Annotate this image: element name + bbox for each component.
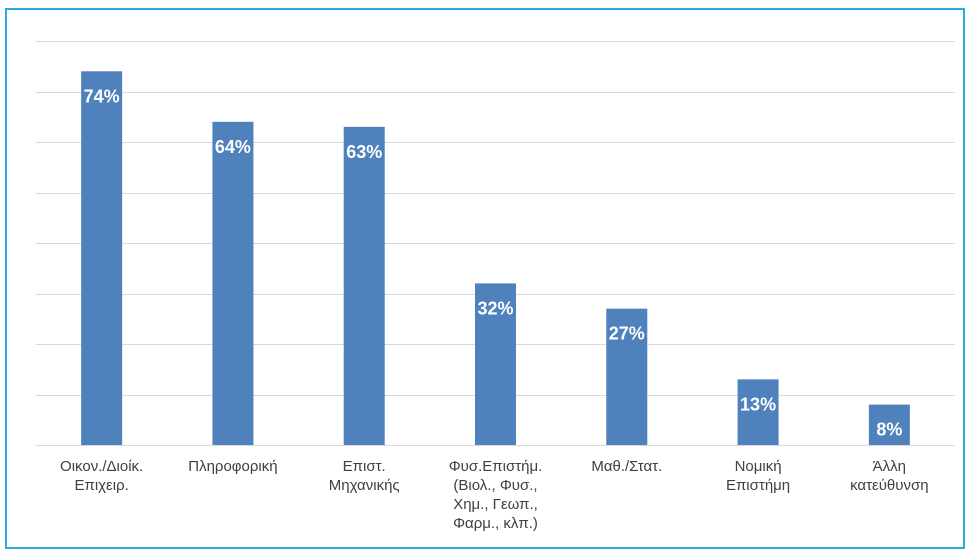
data-labels: 74% 64% 63% 32% 27% 13% 8% <box>84 86 903 439</box>
category-label-line: Μαθ./Στατ. <box>591 458 663 475</box>
data-label: 64% <box>215 137 251 157</box>
category-label: Άλλη κατεύθυνση <box>825 457 953 495</box>
category-label-line: Νομική <box>734 458 782 475</box>
bar <box>212 121 254 446</box>
bars <box>81 71 910 446</box>
bar <box>868 404 910 445</box>
data-label: 63% <box>346 142 382 162</box>
category-label-line: Οικον./Διοίκ. <box>60 458 144 475</box>
category-label-line: Φαρμ., κλπ.) <box>453 515 538 532</box>
data-label: 13% <box>740 394 776 414</box>
category-label: Νομική Επιστήμη <box>694 457 822 495</box>
category-label-line: Επιστ. <box>342 458 386 475</box>
category-label-line: κατεύθυνση <box>850 477 929 494</box>
gridlines <box>36 41 955 446</box>
category-label-line: Φυσ.Επιστήμ. <box>448 458 543 475</box>
chart-frame <box>5 8 965 549</box>
category-label: Φυσ.Επιστήμ. (Βιολ., Φυσ., Χημ., Γεωπ., Φαρ… <box>432 457 560 533</box>
bar <box>475 283 516 445</box>
category-label-line: Επιχειρ. <box>74 477 129 494</box>
category-label-line: Πληροφορική <box>188 458 278 475</box>
category-label: Πληροφορική <box>169 457 297 476</box>
category-label: Επιστ. Μηχανικής <box>300 457 428 495</box>
category-label-line: (Βιολ., Φυσ., <box>453 477 538 494</box>
bar <box>81 71 123 446</box>
category-label: Οικον./Διοίκ. Επιχειρ. <box>38 457 166 495</box>
bar <box>737 379 779 445</box>
category-label-line: Μηχανικής <box>328 477 400 494</box>
category-label-line: Άλλη <box>872 458 907 475</box>
category-label-line: Χημ., Γεωπ., <box>453 496 538 513</box>
bar <box>343 126 385 445</box>
category-label: Μαθ./Στατ. <box>563 457 691 476</box>
data-label: 27% <box>609 324 645 344</box>
data-label: 32% <box>477 298 513 318</box>
bar <box>606 308 648 445</box>
data-label: 8% <box>876 420 902 440</box>
category-label-line: Επιστήμη <box>725 477 791 494</box>
data-label: 74% <box>84 86 120 106</box>
